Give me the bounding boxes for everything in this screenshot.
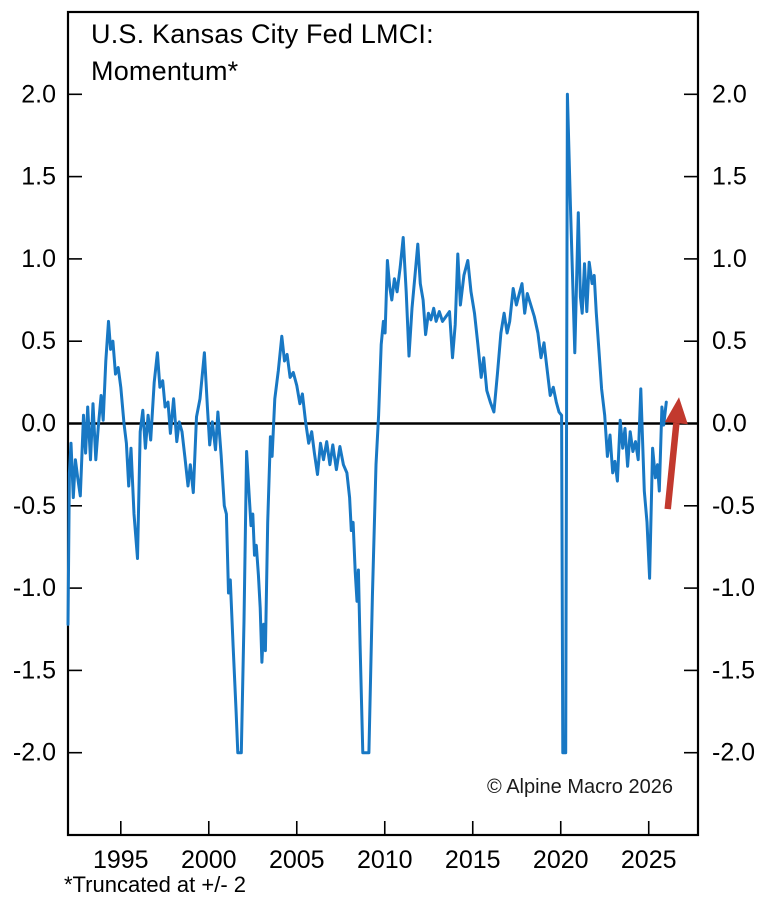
x-axis-label: 2005 [269,846,325,874]
copyright-label: © Alpine Macro 2026 [487,776,673,798]
y-axis-label-right: -2.0 [712,739,755,767]
y-axis-label-right: -1.5 [712,656,755,684]
x-axis-label: 1995 [93,846,149,874]
y-axis-label-left: 0.0 [21,410,56,438]
x-axis-label: 2020 [533,846,589,874]
trend-arrow-shaft [664,422,680,510]
y-axis-label-left: 1.0 [21,245,56,273]
y-axis-label-left: -0.5 [13,492,56,520]
x-axis-label: 2010 [357,846,413,874]
y-axis-label-left: 1.5 [21,163,56,191]
y-axis-label-right: 2.0 [712,80,747,108]
y-axis-label-right: -0.5 [712,492,755,520]
y-axis-label-left: -2.0 [13,739,56,767]
y-axis-label-left: -1.0 [13,574,56,602]
chart-title-line1: U.S. Kansas City Fed LMCI: [91,19,434,49]
y-axis-label-right: 0.0 [712,410,747,438]
x-axis-label: 2015 [445,846,501,874]
truncation-footnote: *Truncated at +/- 2 [64,872,247,897]
x-axis-label: 2000 [181,846,237,874]
y-axis-label-right: 1.5 [712,163,747,191]
trend-arrow-head [664,397,688,425]
y-axis-label-right: 0.5 [712,327,747,355]
y-axis-label-left: -1.5 [13,656,56,684]
chart-title-line2: Momentum* [91,56,239,86]
y-axis-label-right: -1.0 [712,574,755,602]
chart-title: U.S. Kansas City Fed LMCI: Momentum* [91,16,434,90]
lmci-momentum-line [66,92,668,755]
x-axis-label: 2025 [621,846,677,874]
y-axis-label-left: 2.0 [21,80,56,108]
y-axis-label-left: 0.5 [21,327,56,355]
y-axis-label-right: 1.0 [712,245,747,273]
